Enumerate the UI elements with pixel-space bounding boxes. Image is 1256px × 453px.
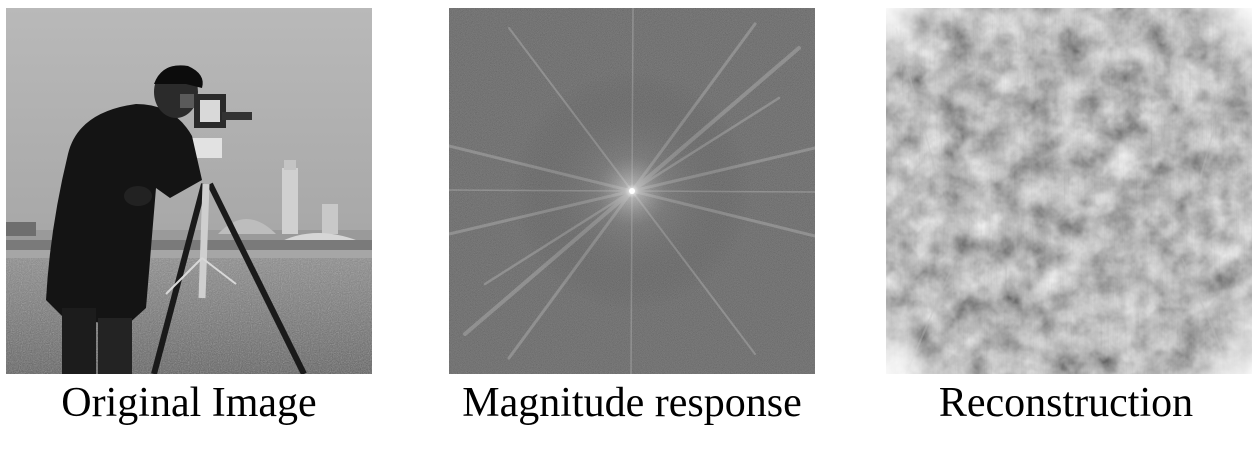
reconstruction-panel [886,8,1252,374]
caption-reconstruction: Reconstruction [938,380,1194,426]
magnitude-response-image [449,8,815,374]
magnitude-response-panel [449,8,815,374]
caption-original-image: Original Image [61,380,317,426]
original-image [6,8,372,374]
original-image-panel [6,8,372,374]
reconstruction-image [886,8,1252,374]
caption-magnitude-response: Magnitude response [462,380,802,426]
